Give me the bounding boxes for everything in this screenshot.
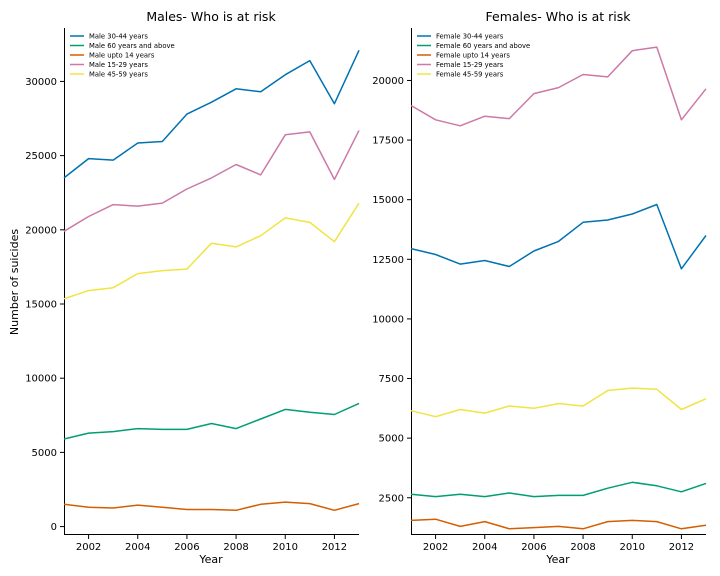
series-line-4 <box>410 387 707 418</box>
legend-label: Female 30-44 years <box>436 33 504 41</box>
y-tick-label: 5000 <box>32 448 57 459</box>
y-tick-label: 7500 <box>379 374 404 385</box>
series-line-3 <box>410 46 707 127</box>
chart-title: Females- Who is at risk <box>486 9 632 24</box>
y-tick-label: 5000 <box>379 434 404 445</box>
y-tick-label: 10000 <box>372 314 404 325</box>
x-tick-label: 2012 <box>669 542 694 553</box>
x-tick-label: 2010 <box>620 542 645 553</box>
males-chart: Males- Who is at risk Year 2002 2004 2006 2… <box>25 9 360 566</box>
legend-label: Male upto 14 years <box>89 52 155 60</box>
x-tick-label: 2002 <box>423 542 448 553</box>
x-axis-label: Year <box>545 553 570 566</box>
figure-ylabel: Number of suicides <box>8 229 21 335</box>
legend-label: Male 45-59 years <box>89 71 148 79</box>
legend-label: Male 30-44 years <box>89 33 148 41</box>
series-line-1 <box>63 402 360 440</box>
series-line-1 <box>410 481 707 498</box>
x-tick-label: 2008 <box>570 542 595 553</box>
x-tick-label: 2006 <box>174 542 199 553</box>
x-tick-label: 2010 <box>273 542 298 553</box>
y-tick-label: 20000 <box>25 225 57 236</box>
chart-title: Males- Who is at risk <box>146 9 276 24</box>
legend-label: Female upto 14 years <box>436 52 510 60</box>
series-line-2 <box>410 518 707 530</box>
x-tick-label: 2006 <box>521 542 546 553</box>
x-tick-label: 2004 <box>472 542 497 553</box>
legend-label: Male 15-29 years <box>89 61 148 69</box>
y-tick-label: 30000 <box>25 77 57 88</box>
x-tick-label: 2008 <box>223 542 248 553</box>
legend-label: Male 60 years and above <box>89 42 175 50</box>
x-tick-label: 2004 <box>125 542 150 553</box>
series-line-2 <box>63 501 360 512</box>
y-tick-label: 15000 <box>25 300 57 311</box>
x-tick-label: 2002 <box>76 542 101 553</box>
legend-label: Female 15-29 years <box>436 61 504 69</box>
y-tick-label: 15000 <box>372 195 404 206</box>
y-tick-label: 20000 <box>372 76 404 87</box>
y-tick-label: 12500 <box>372 255 404 266</box>
x-axis-label: Year <box>198 553 223 566</box>
x-tick-label: 2012 <box>322 542 347 553</box>
series-line-0 <box>410 203 707 270</box>
y-tick-label: 2500 <box>379 493 404 504</box>
females-chart: Females- Who is at risk Year 2002 2004 200… <box>372 9 707 566</box>
y-tick-label: 17500 <box>372 136 404 147</box>
series-line-4 <box>63 202 360 300</box>
legend-label: Female 60 years and above <box>436 42 530 50</box>
legend-label: Female 45-59 years <box>436 71 504 79</box>
y-tick-label: 0 <box>51 522 57 533</box>
y-tick-label: 25000 <box>25 151 57 162</box>
series-line-0 <box>63 49 360 179</box>
y-tick-label: 10000 <box>25 374 57 385</box>
series-line-3 <box>63 130 360 232</box>
